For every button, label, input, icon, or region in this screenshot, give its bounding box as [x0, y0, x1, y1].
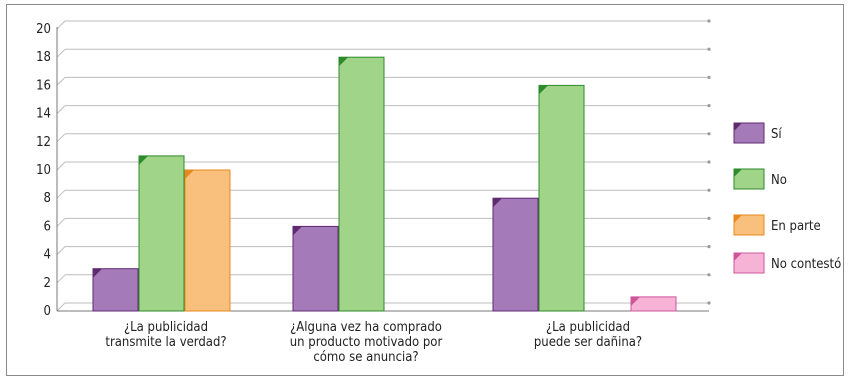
gridline-end-dot [707, 47, 711, 51]
category-label: puede ser dañina? [534, 335, 642, 350]
y-tick-label: 20 [36, 22, 51, 37]
y-tick-label: 16 [36, 78, 51, 93]
y-tick-label: 18 [36, 50, 51, 65]
gridline-end-dot [707, 301, 711, 305]
category-label: ¿Alguna vez ha comprado [290, 320, 442, 335]
gridline-end-dot [707, 160, 711, 164]
bar-en-parte [184, 169, 231, 312]
gridline-slant [56, 218, 66, 227]
gridline-end-dot [707, 132, 711, 136]
category-label: ¿La publicidad [546, 320, 630, 335]
category-label: un producto motivado por [290, 335, 443, 350]
legend-swatch [733, 252, 765, 274]
gridline-slant [56, 161, 66, 171]
gridline-end-dot [707, 188, 711, 192]
gridline-slant [56, 246, 66, 255]
legend-label: No contestó [771, 257, 841, 272]
y-tick-label: 2 [44, 276, 51, 291]
gridline-slant [56, 105, 66, 114]
bar-no [138, 155, 185, 312]
bar-no [338, 56, 385, 312]
legend-label: Sí [771, 127, 782, 142]
chart-frame: 0 2 4 6 8 10 12 14 16 18 20 ¿La publicidad transmite… [6, 4, 844, 376]
bar-corner-accent [139, 155, 148, 165]
gridline-end-dot [707, 104, 711, 108]
y-tick-label: 14 [36, 107, 51, 122]
y-tick-label: 8 [44, 191, 51, 206]
gridline-slant [56, 189, 66, 199]
bar-corner-accent [93, 268, 102, 278]
legend-swatch [733, 122, 765, 144]
bar-s- [492, 197, 539, 312]
y-tick-label: 0 [44, 304, 51, 319]
gridline-slant [56, 48, 66, 58]
y-tick-label: 6 [44, 219, 51, 234]
category-label: ¿La publicidad [124, 320, 208, 335]
legend-swatch-accent [734, 215, 742, 223]
gridline-end-dot [707, 216, 711, 220]
gridline-slant [56, 274, 66, 284]
gridline-slant [56, 302, 66, 312]
gridline-end-dot [707, 75, 711, 79]
category-label: cómo se anuncia? [313, 350, 418, 365]
legend-label: En parte [771, 219, 821, 234]
y-tick-label: 12 [36, 135, 51, 150]
bar-corner-accent [493, 198, 502, 208]
bar-s- [292, 225, 339, 312]
legend-swatch-accent [734, 253, 742, 261]
gridline-end-dot [707, 245, 711, 249]
gridline-slant [56, 77, 66, 86]
legend-swatch-accent [734, 169, 742, 177]
category-label: transmite la verdad? [105, 335, 226, 350]
legend-label: No [771, 173, 787, 188]
bar-corner-accent [631, 296, 640, 306]
y-tick-label: 10 [36, 163, 51, 178]
gridline-end-dot [707, 273, 711, 277]
bar-corner-accent [539, 85, 548, 95]
bar-corner-accent [185, 170, 194, 179]
bar-corner-accent [293, 226, 302, 236]
bar-corner-accent [339, 57, 348, 67]
legend-swatch [733, 168, 765, 190]
bar-s- [92, 268, 139, 312]
y-tick-label: 4 [44, 248, 51, 263]
gridline-slant [56, 133, 66, 143]
legend-swatch-accent [734, 123, 742, 131]
legend-swatch [733, 214, 765, 236]
bar-no [538, 84, 585, 312]
gridline-end-dot [707, 19, 711, 23]
gridline-slant [56, 20, 66, 30]
